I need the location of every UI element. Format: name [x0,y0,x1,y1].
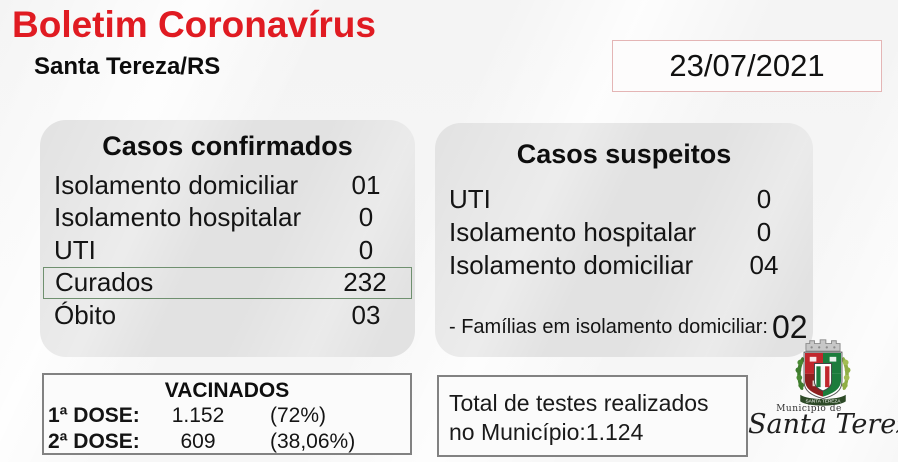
date-box: 23/07/2021 [612,40,882,92]
stat-row-isolamento-hospitalar: Isolamento hospitalar 0 [435,216,813,249]
stat-value: 04 [749,250,779,280]
stat-value: 232 [343,267,387,298]
vaccinated-title: VACINADOS [164,379,290,402]
mural-crown [805,339,841,352]
dose2-percent: (38,06%) [270,430,356,453]
stat-value: 0 [358,202,374,233]
families-isolation-label: - Famílias em isolamento domiciliar: [449,316,768,338]
stat-value: 0 [756,184,772,214]
stat-value: 03 [351,299,381,330]
municipality-name: Santa Tereza [748,409,898,440]
families-isolation-note: - Famílias em isolamento domiciliar: 02 [449,309,808,346]
confirmed-cases-panel: Casos confirmados Isolamento domiciliar … [40,120,415,357]
dose2-row: 2ª DOSE: 609 (38,06%) [48,429,406,455]
suspected-cases-title: Casos suspeitos [516,139,732,169]
municipality-logo: SANTA TEREZA Município de Santa Tereza [748,336,898,438]
dose1-row: 1ª DOSE: 1.152 (72%) [48,403,406,429]
coat-of-arms-icon: SANTA TEREZA [795,339,851,406]
confirmed-cases-title: Casos confirmados [102,131,353,161]
municipality-small-label: Município de [776,404,842,414]
stat-row-uti: UTI 0 [435,183,813,216]
stat-row-isolamento-hospitalar: Isolamento hospitalar 0 [40,202,415,235]
vaccinated-box: VACINADOS 1ª DOSE: 1.152 (72%) 2ª DOSE: … [42,373,412,455]
stat-row-obito: Óbito 03 [40,299,415,332]
stat-label: UTI [54,234,96,265]
dose2-label: 2ª DOSE: [48,430,140,453]
stat-label: Óbito [54,299,117,330]
dose2-value: 609 [180,430,216,453]
stat-label: Isolamento domiciliar [54,169,299,200]
tests-line2: no Município:1.124 [449,419,644,445]
stat-label: Curados [55,267,154,298]
page-title: Boletim Coronavírus [12,4,376,45]
stat-label: Isolamento domiciliar [449,250,694,280]
families-isolation-value: 02 [771,309,808,345]
stat-label: Isolamento hospitalar [449,217,697,247]
tests-line1: Total de testes realizados [449,390,709,416]
shield [803,351,843,400]
stat-row-isolamento-domiciliar: Isolamento domiciliar 04 [435,249,813,282]
dose1-value: 1.152 [171,404,225,427]
stat-value: 01 [351,169,381,200]
suspected-cases-panel: Casos suspeitos UTI 0 Isolamento hospita… [435,123,813,357]
svg-text:SANTA TEREZA: SANTA TEREZA [806,398,842,404]
stat-value: 0 [756,217,772,247]
dose1-percent: (72%) [270,404,327,427]
stat-value: 0 [358,234,374,265]
dose1-label: 1ª DOSE: [48,404,140,427]
date-value: 23/07/2021 [669,48,825,83]
tests-box: Total de testes realizados no Município:… [437,375,748,457]
banner-ribbon: SANTA TEREZA [800,394,846,406]
right-branch [841,356,851,391]
page-subtitle: Santa Tereza/RS [34,53,221,80]
stat-row-curados-highlighted: Curados 232 [43,266,412,299]
stat-label: UTI [449,184,491,214]
left-branch [795,356,805,391]
stat-label: Isolamento hospitalar [54,202,302,233]
stat-row-uti: UTI 0 [40,234,415,267]
stat-row-isolamento-domiciliar: Isolamento domiciliar 01 [40,169,415,202]
